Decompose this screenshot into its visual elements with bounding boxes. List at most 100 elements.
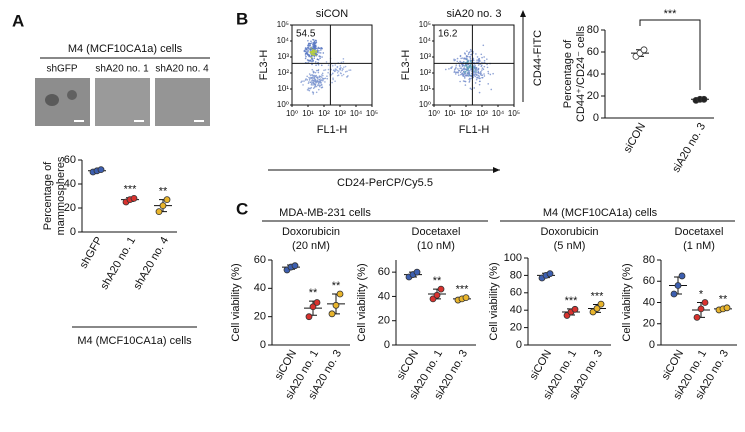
event-dot [309, 44, 312, 47]
event-dot [311, 53, 314, 56]
event-dot [313, 52, 316, 54]
event-dot [308, 59, 310, 61]
event-dot [465, 55, 468, 57]
significance: ** [719, 294, 728, 306]
data-point [332, 301, 340, 309]
subtitle: Docetaxel [675, 226, 724, 238]
event-dot [483, 56, 485, 58]
event-dot [304, 48, 307, 51]
event-dot [308, 76, 310, 79]
event-dot [476, 59, 478, 61]
y-tick-label: 0 [649, 339, 655, 351]
x-tick-label: siCON [528, 348, 555, 382]
event-dot [322, 79, 324, 82]
event-dot [457, 72, 459, 74]
event-dot [312, 93, 315, 95]
event-dot [469, 87, 472, 90]
event-dot [450, 67, 452, 69]
event-dot [343, 66, 345, 68]
event-dot [344, 65, 347, 68]
event-dot [341, 69, 343, 72]
event-dot [480, 53, 483, 56]
event-dot [339, 68, 341, 71]
subtitle: (10 nM) [417, 240, 455, 252]
event-dot [454, 73, 457, 75]
event-dot [312, 47, 314, 50]
panel-label: A [12, 11, 24, 30]
y-tick-label: 60 [510, 287, 522, 299]
data-point [336, 290, 344, 298]
event-dot [476, 56, 479, 58]
y-tick-label: 0 [516, 339, 522, 351]
y-tick-label: 10⁰ [419, 100, 431, 109]
event-dot [346, 75, 349, 78]
event-dot [481, 69, 483, 71]
y-tick-label: 80 [643, 254, 655, 266]
event-dot [464, 84, 467, 86]
event-dot [310, 40, 312, 43]
y-tick-label: 10¹ [419, 84, 431, 93]
event-dot [342, 61, 345, 63]
event-dot [486, 66, 489, 69]
event-dot [444, 68, 447, 71]
y-axis-label: Cell viability (%) [230, 263, 242, 341]
event-dot [453, 70, 456, 72]
event-dot [465, 65, 468, 68]
y-tick-label: 20 [378, 315, 390, 327]
significance: *** [456, 284, 470, 296]
event-dot [327, 64, 330, 66]
event-dot [309, 81, 312, 84]
event-dot [319, 78, 322, 80]
event-dot [320, 83, 323, 86]
event-dot [319, 52, 322, 54]
marker-label: CD44-FITC [532, 30, 544, 86]
y-axis-label: FL3-H [400, 50, 412, 81]
event-dot [324, 81, 326, 83]
x-tick-label: 10² [460, 109, 472, 118]
scale-bar [74, 120, 84, 122]
event-dot [455, 66, 457, 68]
event-dot [307, 54, 309, 56]
event-dot [315, 74, 317, 77]
plot-title: siA20 no. 3 [446, 8, 501, 20]
event-dot [318, 84, 321, 86]
event-dot [463, 73, 465, 76]
event-dot [324, 77, 327, 80]
event-dot [331, 65, 334, 67]
event-dot [466, 67, 469, 69]
event-dot [309, 51, 311, 53]
event-dot [312, 75, 314, 78]
event-dot [477, 67, 480, 70]
event-dot [456, 60, 459, 63]
event-dot [473, 87, 476, 89]
event-dot [317, 46, 320, 49]
event-dot [331, 72, 334, 75]
event-dot [311, 73, 313, 76]
event-dot [316, 58, 319, 61]
event-dot [458, 64, 461, 66]
event-dot [469, 48, 472, 51]
event-dot [337, 70, 340, 73]
y-tick-label: 80 [510, 269, 522, 281]
event-dot [477, 77, 480, 79]
event-dot [453, 58, 455, 61]
event-dot [304, 54, 307, 56]
event-dot [311, 82, 313, 85]
data-point [413, 268, 421, 276]
event-dot [469, 64, 472, 67]
x-tick-label: 10² [318, 109, 330, 118]
event-dot [334, 68, 337, 70]
event-dot [455, 64, 458, 66]
event-dot [469, 69, 471, 72]
event-dot [315, 54, 317, 57]
event-dot [321, 86, 323, 89]
event-dot [475, 53, 477, 55]
event-dot [330, 73, 333, 76]
x-tick-label: 10³ [334, 109, 346, 118]
gate-percentage: 16.2 [438, 29, 458, 40]
marker-label: CD24-PerCP/Cy5.5 [337, 177, 433, 189]
significance: *** [565, 295, 579, 307]
event-dot [468, 56, 471, 58]
event-dot [306, 59, 309, 61]
y-tick-label: 10³ [277, 52, 289, 61]
